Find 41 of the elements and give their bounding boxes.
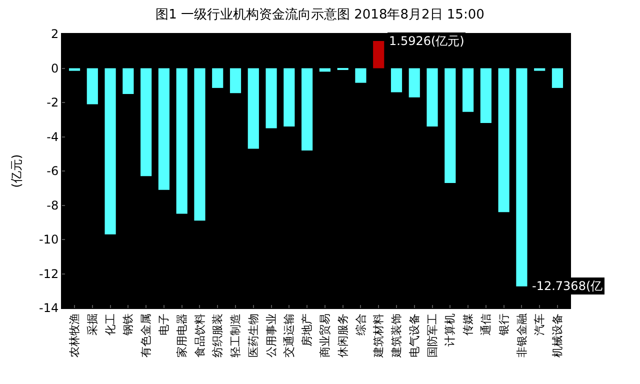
x-tick-label: 综合 [354,313,368,336]
x-tick-label: 非银金融 [515,313,528,358]
y-axis-title: (亿元) [9,154,24,188]
y-tick-label: -12 [38,266,59,281]
x-tick-label: 交通运输 [282,313,296,358]
x-tick-label: 电子 [158,313,171,336]
y-tick-label: -8 [46,198,59,212]
chart-title: 图1 一级行业机构资金流向示意图 2018年8月2日 15:00 [156,6,484,23]
x-tick-label: 电气设备 [408,313,421,358]
x-tick-label: 采掘 [86,313,99,336]
y-tick-label: -2 [46,96,59,110]
annotation: -12.7368(亿 [532,279,603,293]
x-tick-label: 纺织服装 [211,313,224,358]
x-tick-label: 医药生物 [246,313,260,358]
x-tick-label: 有色金属 [140,313,153,358]
y-tick-label: 2 [50,27,59,42]
x-tick-label: 机械设备 [551,313,564,358]
x-tick-label: 国防军工 [426,313,439,358]
y-tick-label: -4 [46,130,59,144]
annotation: 1.5926(亿元) [389,34,464,48]
x-tick-label: 公用事业 [264,313,278,358]
x-tick-label: 银行 [497,313,510,336]
x-tick-label: 传媒 [462,313,475,336]
y-tick-label: -6 [46,164,59,178]
x-tick-label: 农林牧渔 [68,313,82,358]
x-tick-label: 钢铁 [122,313,135,336]
x-tick-label: 休闲服务 [336,313,350,358]
x-tick-label: 化工 [104,313,117,336]
y-tick-label: -14 [38,301,59,316]
x-tick-label: 轻工制造 [229,313,242,358]
x-tick-label: 建筑装饰 [390,313,404,358]
x-tick-label: 通信 [480,313,493,336]
x-tick-label: 食品饮料 [193,313,206,358]
x-tick-label: 房地产 [300,313,314,346]
x-tick-label: 家用电器 [175,313,188,358]
x-tick-label: 计算机 [444,313,457,346]
x-tick-label: 建筑材料 [372,313,386,358]
y-tick-label: -10 [38,232,59,247]
y-tick-label: 0 [50,61,59,76]
x-tick-label: 商业贸易 [318,313,332,358]
x-tick-label: 汽车 [533,313,546,336]
